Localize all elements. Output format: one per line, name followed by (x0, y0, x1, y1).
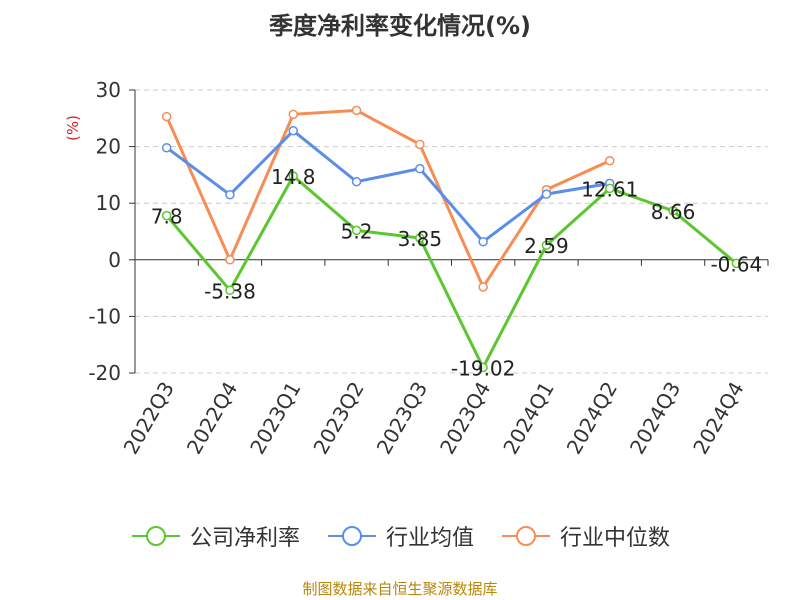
data-point (605, 183, 615, 194)
data-point (478, 236, 488, 247)
data-point (478, 282, 488, 292)
data-label: 14.8 (271, 165, 316, 189)
data-label: 2.59 (524, 234, 569, 258)
data-label: -5.38 (204, 279, 256, 303)
legend-item[interactable]: 行业均值 (326, 520, 474, 552)
y-tick-label: 10 (96, 191, 121, 215)
data-point (415, 233, 425, 243)
y-axis: 30 20 10 0 -10 -20 (88, 78, 136, 385)
series-line (165, 173, 738, 371)
data-label: -19.02 (451, 356, 515, 380)
data-point (605, 156, 615, 166)
x-tick-label: 2023Q4 (435, 378, 495, 459)
source-note: 制图数据来自恒生聚源数据库 (302, 580, 498, 598)
y-tick-label: 20 (96, 135, 121, 159)
data-label: 5.2 (341, 219, 373, 243)
data-point (351, 105, 362, 116)
y-tick-label: -10 (88, 304, 121, 328)
x-tick-label: 2023Q1 (245, 378, 305, 459)
legend-item[interactable]: 行业中位数 (500, 520, 670, 552)
x-tick-label: 2024Q4 (688, 378, 748, 459)
chart-title: 季度净利率变化情况(%) (269, 12, 531, 40)
y-tick-label: -20 (88, 361, 121, 385)
data-point (351, 225, 362, 236)
data-point (668, 206, 678, 216)
data-point (161, 142, 172, 153)
y-tick-label: 0 (108, 248, 121, 272)
grid-lines (135, 89, 768, 374)
y-axis-label: (%) (64, 115, 82, 141)
data-point (161, 210, 172, 221)
data-point (161, 111, 172, 122)
data-point (288, 109, 298, 120)
x-tick-label: 2022Q4 (182, 378, 242, 459)
data-point (415, 139, 425, 150)
data-label: 8.66 (651, 200, 696, 224)
series-lines (161, 105, 742, 373)
legend-label: 行业中位数 (560, 526, 671, 551)
data-point (478, 362, 488, 373)
x-tick-label: 2024Q3 (625, 378, 685, 459)
data-label: 3.85 (398, 227, 443, 251)
data-point (415, 163, 425, 174)
legend-label: 公司净利率 (189, 526, 300, 551)
x-tick-label: 2024Q2 (562, 378, 622, 459)
data-point (541, 189, 552, 199)
x-tick-label: 2023Q3 (372, 378, 432, 459)
data-point (541, 240, 552, 250)
data-labels: 7.8 -5.38 14.8 5.2 3.85 -19.02 2.59 12.61 8.66 -0… (151, 165, 762, 380)
data-point (225, 255, 235, 265)
data-point (351, 176, 362, 187)
data-point (731, 258, 742, 269)
x-tick-label: 2023Q2 (308, 378, 368, 459)
legend: 公司净利率 行业均值 行业中位数 (0, 520, 800, 552)
legend-marker-icon (502, 526, 550, 546)
data-point (225, 285, 235, 296)
data-label: 12.61 (581, 177, 638, 201)
data-label: 7.8 (151, 205, 183, 229)
series-line (165, 108, 611, 291)
legend-label: 行业均值 (385, 526, 474, 551)
legend-marker-icon (327, 526, 376, 546)
legend-marker-icon (131, 526, 180, 546)
data-point (288, 171, 298, 181)
x-tick-label: 2022Q3 (119, 378, 179, 459)
data-label: -0.64 (710, 252, 762, 276)
data-point (288, 126, 298, 136)
y-tick-label: 30 (96, 78, 121, 102)
data-point (225, 189, 235, 200)
series-line (165, 128, 611, 244)
x-tick-label: 2024Q1 (498, 378, 558, 459)
legend-item[interactable]: 公司净利率 (130, 520, 300, 552)
